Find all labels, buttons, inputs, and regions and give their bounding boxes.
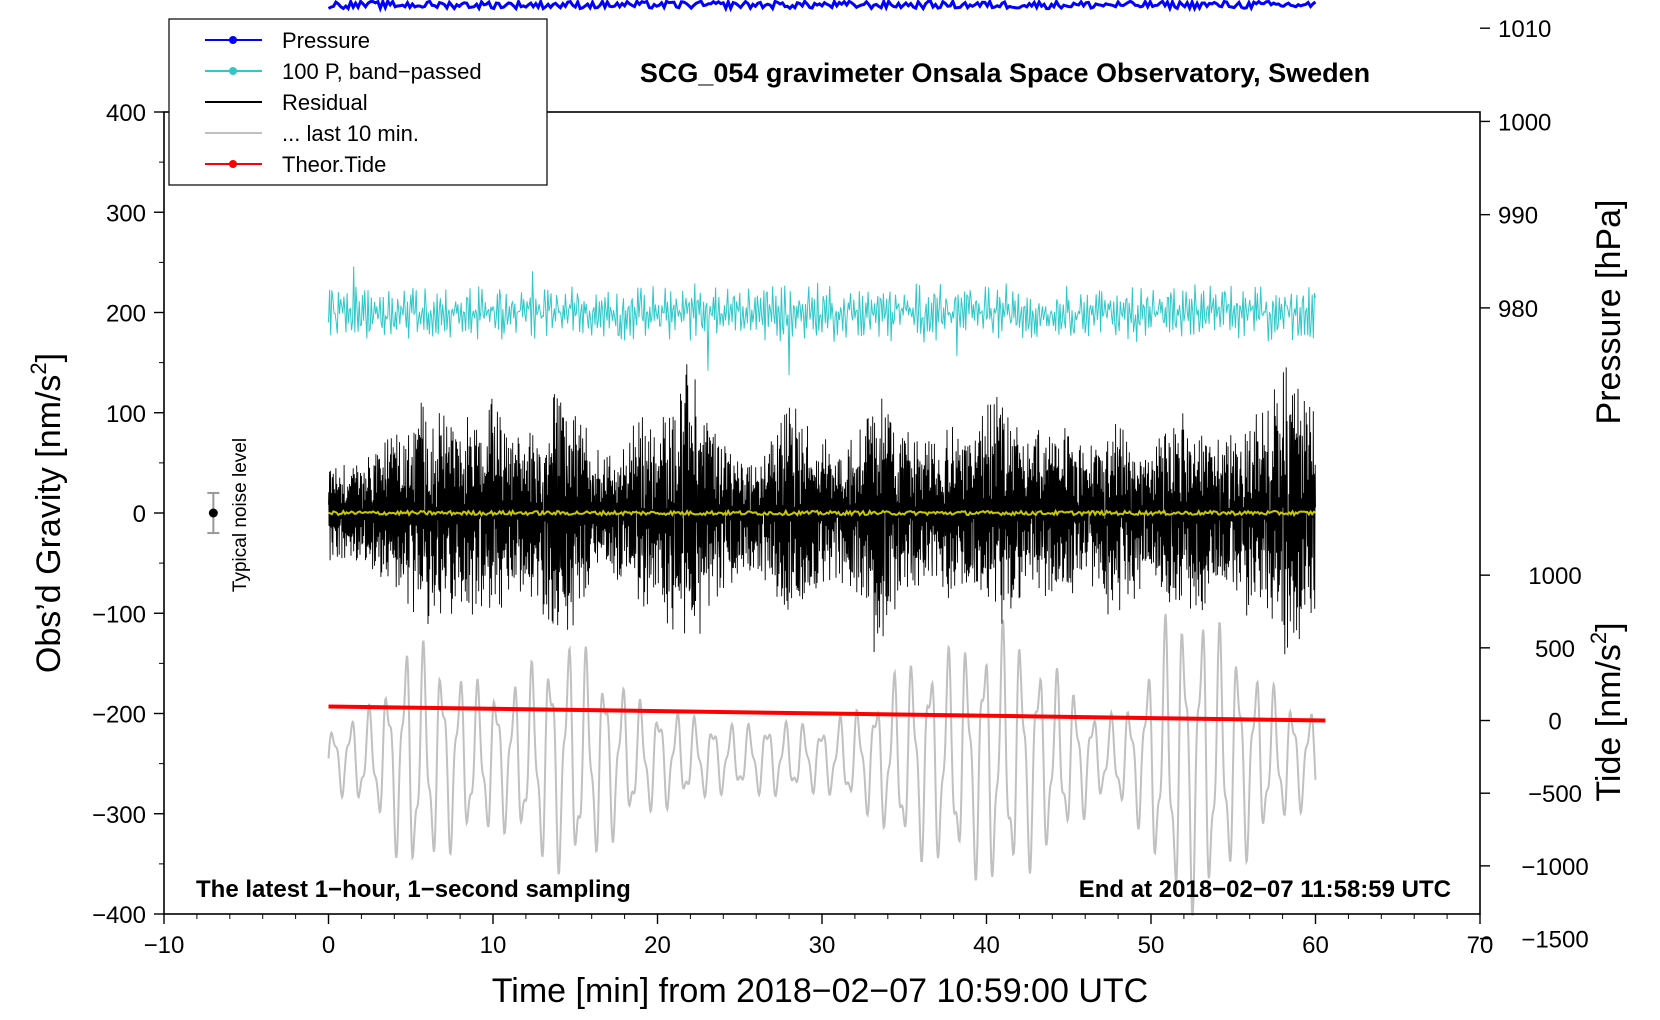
- x-tick-label: 60: [1302, 932, 1329, 959]
- y-tick-label-tide: 0: [1548, 709, 1561, 736]
- y-tick-label-left: −100: [92, 601, 146, 628]
- series-residual: [328, 364, 1316, 655]
- annotation-end-time: End at 2018−02−07 11:58:59 UTC: [1079, 876, 1451, 903]
- series-layer: [327, 0, 1326, 916]
- y-tick-label-pressure: 1000: [1498, 109, 1551, 136]
- y-tick-label-tide: −1500: [1521, 927, 1588, 954]
- x-tick-label: 0: [322, 932, 335, 959]
- legend: Pressure 100 P, band−passed Residual ... la…: [168, 18, 548, 186]
- legend-marker: [229, 36, 237, 44]
- series-band-passed-pressure: [328, 266, 1316, 376]
- y-axis-title-tide-superscript: 2: [1586, 632, 1611, 644]
- y-axis-title-pressure: Pressure [hPa]: [1590, 200, 1628, 425]
- y-tick-label-pressure: 990: [1498, 203, 1538, 230]
- y-axis-title-left-close: ]: [30, 353, 68, 362]
- y-tick-label-tide: 500: [1535, 636, 1575, 663]
- y-tick-label-left: 300: [106, 200, 146, 227]
- legend-label: Residual: [282, 90, 368, 115]
- y-tick-label-left: 0: [133, 501, 146, 528]
- y-axis-title-tide-close: ]: [1590, 622, 1628, 631]
- legend-label: 100 P, band−passed: [282, 59, 482, 84]
- y-tick-label-left: −400: [92, 902, 146, 929]
- x-tick-label: −10: [144, 932, 185, 959]
- x-tick-label: 40: [973, 932, 1000, 959]
- noise-level-label: Typical noise level: [230, 438, 251, 592]
- legend-label: Pressure: [282, 28, 370, 53]
- y-tick-label-left: 400: [106, 100, 146, 127]
- annotation-sampling: The latest 1−hour, 1−second sampling: [196, 876, 631, 903]
- y-tick-label-left: 200: [106, 301, 146, 328]
- y-tick-label-pressure: 1010: [1498, 16, 1551, 43]
- y-tick-label-pressure: 980: [1498, 296, 1538, 323]
- x-tick-label: 70: [1467, 932, 1494, 959]
- legend-items: Pressure 100 P, band−passed Residual ... la…: [205, 28, 482, 177]
- y-tick-label-left: −300: [92, 802, 146, 829]
- ticks-layer: [154, 27, 1490, 940]
- legend-label: Theor.Tide: [282, 152, 386, 177]
- series-residual-mean: [328, 508, 1316, 518]
- series-theoretical-tide: [328, 704, 1326, 723]
- x-tick-label: 20: [644, 932, 671, 959]
- y-tick-label-left: 100: [106, 401, 146, 428]
- series-pressure: [327, 0, 1317, 13]
- x-tick-label: 10: [480, 932, 507, 959]
- x-tick-label: 50: [1138, 932, 1165, 959]
- y-tick-label-tide: 1000: [1528, 563, 1581, 590]
- y-tick-label-tide: −500: [1528, 781, 1582, 808]
- y-tick-label-tide: −1000: [1521, 854, 1588, 881]
- noise-level-marker: [207, 491, 220, 535]
- legend-marker: [229, 160, 237, 168]
- noise-point: [208, 508, 218, 518]
- tick-labels-layer: −10 0 10 20 30 40 50 60 704003002001000−100−200−…: [92, 16, 1589, 959]
- y-axis-title-left-superscript: 2: [26, 362, 51, 374]
- x-axis-title: Time [min] from 2018−02−07 10:59:00 UTC: [492, 972, 1148, 1010]
- y-tick-label-left: −200: [92, 702, 146, 729]
- y-axis-title-tide-main: Tide [nm/s: [1590, 644, 1628, 801]
- chart-title: SCG_054 gravimeter Onsala Space Observat…: [640, 58, 1370, 88]
- legend-label: ... last 10 min.: [282, 121, 419, 146]
- y-axis-title-tide: Tide [nm/s2]: [1586, 622, 1628, 801]
- y-axis-title-left: Obs’d Gravity [nm/s2]: [26, 353, 68, 673]
- x-tick-label: 30: [809, 932, 836, 959]
- legend-marker: [229, 67, 237, 75]
- y-axis-title-left-main: Obs’d Gravity [nm/s: [30, 375, 68, 674]
